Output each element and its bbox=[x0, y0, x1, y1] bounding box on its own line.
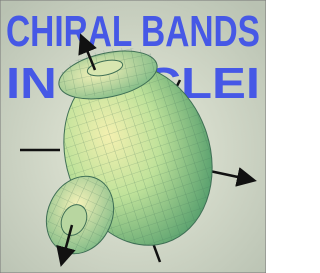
logo: CHIRAL BANDS IN NUCLEI bbox=[0, 0, 266, 273]
